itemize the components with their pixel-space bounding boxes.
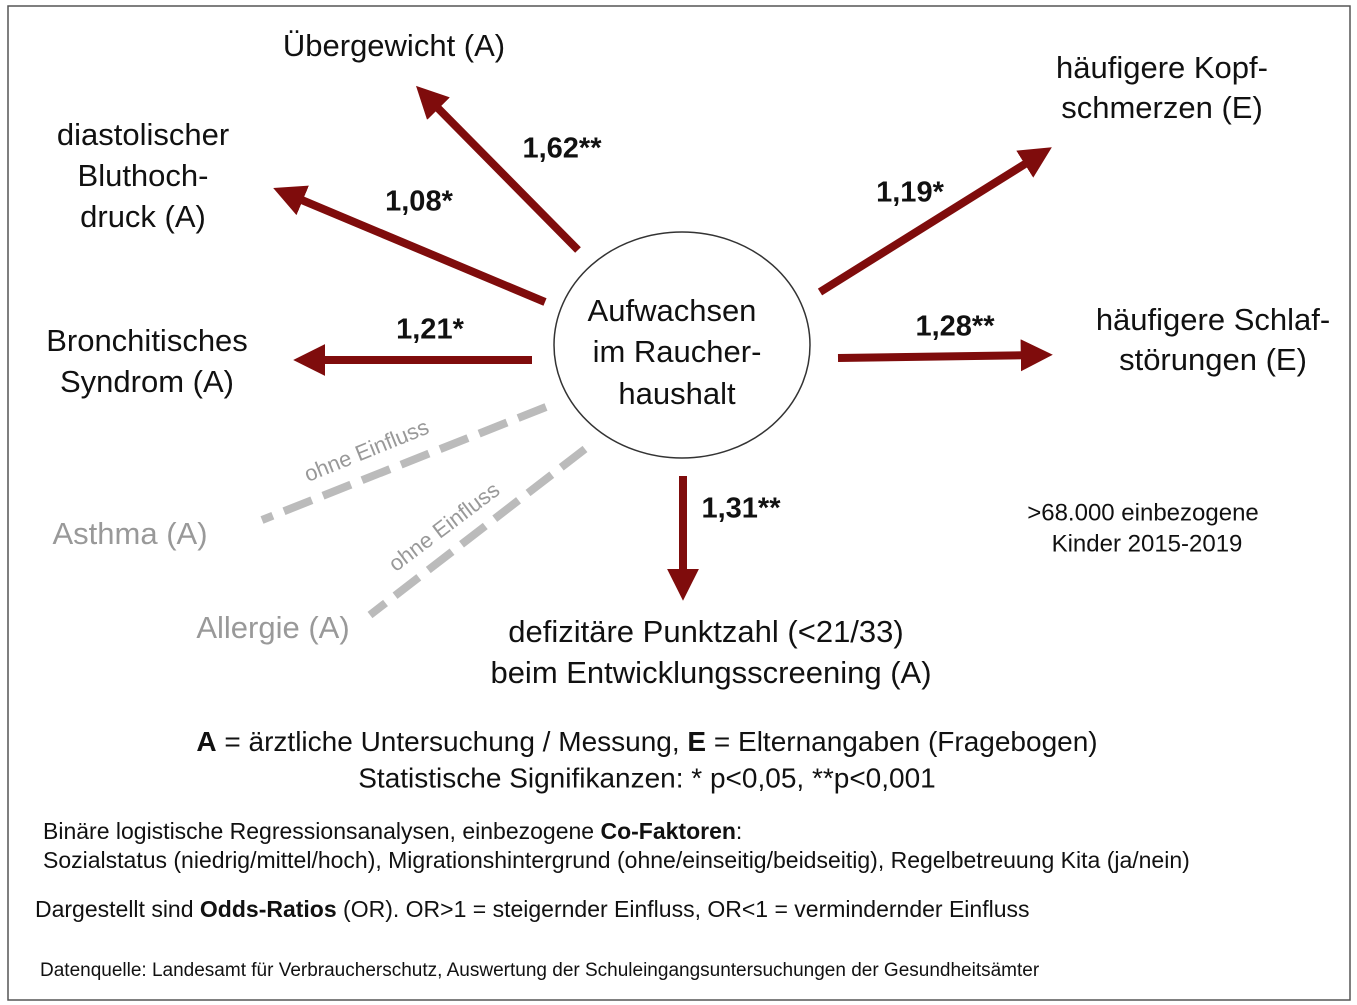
source: Datenquelle: Landesamt für Verbrauchersc… (40, 960, 1040, 981)
odds-line: Dargestellt sind Odds-Ratios (OR). OR>1 … (35, 896, 1030, 922)
center-line: haushalt (618, 376, 736, 411)
odds-ratio: 1,08* (385, 186, 453, 218)
methods-line: Binäre logistische Regressionsanalysen, … (43, 818, 742, 844)
arrow (416, 85, 581, 253)
odds-ratio: 1,31** (701, 493, 781, 525)
methods-text: Binäre logistische Regressionsanalysen, … (43, 818, 600, 844)
center-node (553, 231, 811, 459)
outcome-label: defizitäre Punktzahl (<21/33) (508, 614, 903, 649)
methods-text: : (736, 818, 742, 844)
arrow (273, 185, 547, 306)
outcome-label: Syndrom (A) (60, 364, 234, 399)
outcome-label: Bluthoch- (78, 158, 209, 193)
odds-ratio: 1,21* (396, 314, 464, 346)
methods-line: Sozialstatus (niedrig/mittel/hoch), Migr… (43, 847, 1190, 873)
outcome-label: schmerzen (E) (1061, 90, 1263, 125)
legend-text: = ärztliche Untersuchung / Messung, (217, 726, 688, 757)
legend-line: Statistische Signifikanzen: * p<0,05, **… (358, 762, 936, 793)
outcome-label: druck (A) (80, 199, 206, 234)
legend-text: = Elternangaben (Fragebogen) (706, 726, 1098, 757)
outcome-label: häufigere Schlaf- (1096, 302, 1330, 337)
outcome-label: Asthma (A) (52, 516, 207, 551)
note: >68.000 einbezogene (1027, 499, 1259, 526)
outcome-label: Allergie (A) (196, 610, 349, 645)
outcome-label: häufigere Kopf- (1056, 50, 1268, 85)
odds-ratio: 1,62** (522, 133, 602, 165)
center-line: im Raucher- (593, 334, 762, 369)
note: Kinder 2015-2019 (1052, 530, 1243, 557)
outcome-label: Übergewicht (A) (283, 28, 505, 63)
outcome-label: Bronchitisches (46, 323, 248, 358)
odds-bold: Odds-Ratios (200, 896, 337, 922)
dashed-line (367, 445, 588, 619)
odds-text: Dargestellt sind (35, 896, 200, 922)
odds-ratio: 1,28** (915, 311, 995, 343)
arrow (837, 339, 1053, 372)
outcome-label: störungen (E) (1119, 342, 1307, 377)
legend-key: E (687, 726, 706, 757)
legend-key: A (196, 726, 216, 757)
arrow (817, 147, 1052, 296)
center-line: Aufwachsen (588, 293, 757, 328)
dashed-line (260, 403, 548, 524)
outcome-label: diastolischer (57, 117, 229, 152)
odds-ratio: 1,19* (876, 177, 944, 209)
outcome-label: beim Entwicklungsscreening (A) (490, 655, 931, 690)
center-label: Aufwachsen im Raucher- haushalt (588, 293, 762, 411)
odds-text: (OR). OR>1 = steigernder Einfluss, OR<1 … (337, 896, 1030, 922)
methods-bold: Co-Faktoren (600, 818, 735, 844)
legend-line: A = ärztliche Untersuchung / Messung, E … (196, 726, 1097, 757)
